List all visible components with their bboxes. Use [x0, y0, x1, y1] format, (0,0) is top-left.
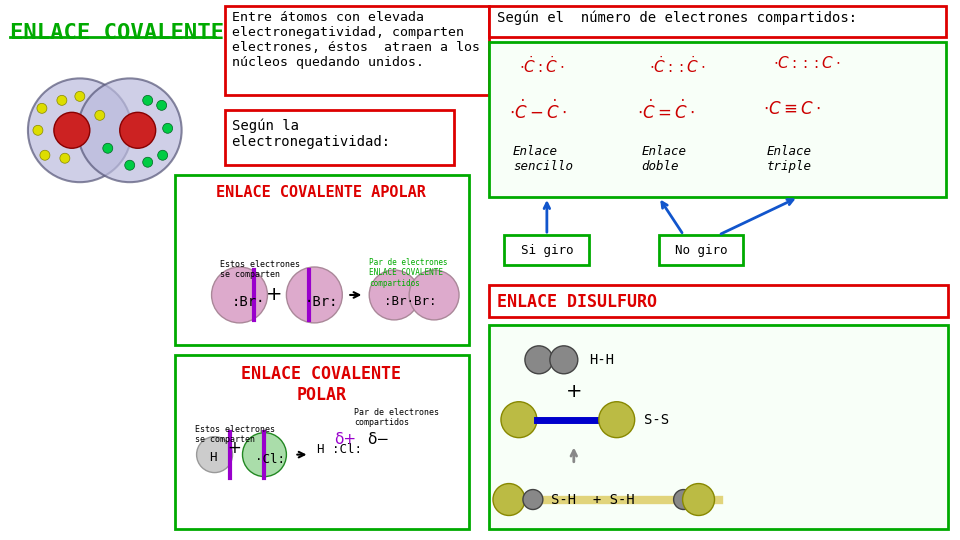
Text: Estos electrones
se comparten: Estos electrones se comparten — [195, 424, 275, 444]
Circle shape — [674, 490, 693, 510]
Text: $\cdot\dot{C}-\dot{C}\cdot$: $\cdot\dot{C}-\dot{C}\cdot$ — [509, 100, 566, 124]
Text: +: + — [228, 438, 242, 457]
Text: +: + — [565, 382, 582, 401]
Text: H-H: H-H — [588, 353, 613, 367]
Text: Entre átomos con elevada
electronegatividad, comparten
electrones, éstos  atraen: Entre átomos con elevada electronegativi… — [231, 11, 480, 69]
Text: δ+: δ+ — [334, 432, 356, 447]
Text: ·Br:: ·Br: — [304, 295, 338, 309]
Text: :Br·: :Br· — [231, 295, 265, 309]
Text: ENLACE COVALENTE APOLAR: ENLACE COVALENTE APOLAR — [216, 185, 426, 200]
FancyBboxPatch shape — [489, 285, 948, 317]
Text: δ−: δ− — [368, 432, 390, 447]
Circle shape — [550, 346, 578, 374]
FancyBboxPatch shape — [225, 110, 454, 165]
FancyBboxPatch shape — [489, 5, 946, 37]
Circle shape — [75, 91, 84, 102]
Circle shape — [523, 490, 542, 510]
Text: ENLACE COVALENTE
POLAR: ENLACE COVALENTE POLAR — [241, 365, 401, 403]
Text: $\cdot C\equiv C\cdot$: $\cdot C\equiv C\cdot$ — [763, 100, 821, 118]
Text: Enlace
doble: Enlace doble — [641, 145, 686, 173]
Text: H :Cl:: H :Cl: — [318, 443, 362, 456]
Text: :Br·Br:: :Br·Br: — [384, 295, 437, 308]
Text: S-S: S-S — [643, 413, 669, 427]
Text: $\cdot\dot{C}=\dot{C}\cdot$: $\cdot\dot{C}=\dot{C}\cdot$ — [636, 100, 694, 124]
Text: ·Cl:: ·Cl: — [255, 453, 285, 466]
Circle shape — [501, 402, 537, 437]
FancyBboxPatch shape — [225, 5, 489, 96]
Circle shape — [95, 110, 105, 120]
Text: Par de electrones
compartidos: Par de electrones compartidos — [354, 408, 440, 427]
Circle shape — [28, 78, 132, 182]
Text: Según la
electronegatividad:: Según la electronegatividad: — [231, 118, 391, 149]
Circle shape — [286, 267, 343, 323]
Text: ENLACE DISULFURO: ENLACE DISULFURO — [497, 293, 657, 311]
Circle shape — [78, 78, 181, 182]
Circle shape — [54, 112, 90, 148]
Text: Par de electrones
ENLACE COVALENTE
compartidos: Par de electrones ENLACE COVALENTE compa… — [370, 258, 448, 288]
Circle shape — [143, 157, 153, 167]
Circle shape — [40, 150, 50, 160]
Text: Si giro: Si giro — [520, 244, 573, 256]
Text: ENLACE COVALENTE: ENLACE COVALENTE — [10, 23, 224, 43]
Text: No giro: No giro — [675, 244, 728, 256]
Text: Según el  número de electrones compartidos:: Según el número de electrones compartido… — [497, 11, 857, 25]
Text: $\cdot C:::C\cdot$: $\cdot C:::C\cdot$ — [774, 56, 841, 71]
FancyBboxPatch shape — [659, 235, 743, 265]
FancyBboxPatch shape — [489, 325, 948, 529]
FancyBboxPatch shape — [175, 355, 469, 529]
Text: Estos electrones
se comparten: Estos electrones se comparten — [220, 260, 300, 279]
Circle shape — [599, 402, 635, 437]
FancyBboxPatch shape — [489, 43, 946, 197]
Circle shape — [683, 483, 714, 516]
FancyBboxPatch shape — [504, 235, 588, 265]
Text: H: H — [209, 451, 217, 464]
Circle shape — [103, 143, 112, 153]
Circle shape — [243, 433, 286, 477]
Text: $\cdot\dot{C}::\dot{C}\cdot$: $\cdot\dot{C}::\dot{C}\cdot$ — [649, 56, 706, 76]
Text: S-H  + S-H: S-H + S-H — [551, 492, 635, 507]
Circle shape — [197, 437, 232, 472]
Circle shape — [525, 346, 553, 374]
Circle shape — [409, 270, 459, 320]
Circle shape — [57, 96, 67, 105]
Circle shape — [162, 123, 173, 133]
Text: Enlace
sencillo: Enlace sencillo — [513, 145, 573, 173]
Circle shape — [370, 270, 420, 320]
Circle shape — [157, 150, 168, 160]
Text: Enlace
triple: Enlace triple — [766, 145, 811, 173]
Circle shape — [33, 125, 43, 136]
Circle shape — [120, 112, 156, 148]
Circle shape — [36, 103, 47, 113]
Circle shape — [211, 267, 268, 323]
Circle shape — [125, 160, 134, 170]
FancyBboxPatch shape — [175, 175, 469, 345]
Text: +: + — [266, 286, 282, 305]
Text: $\cdot\dot{C}:\dot{C}\cdot$: $\cdot\dot{C}:\dot{C}\cdot$ — [519, 56, 564, 76]
Circle shape — [143, 96, 153, 105]
Circle shape — [60, 153, 70, 163]
Circle shape — [156, 100, 167, 110]
Circle shape — [493, 483, 525, 516]
